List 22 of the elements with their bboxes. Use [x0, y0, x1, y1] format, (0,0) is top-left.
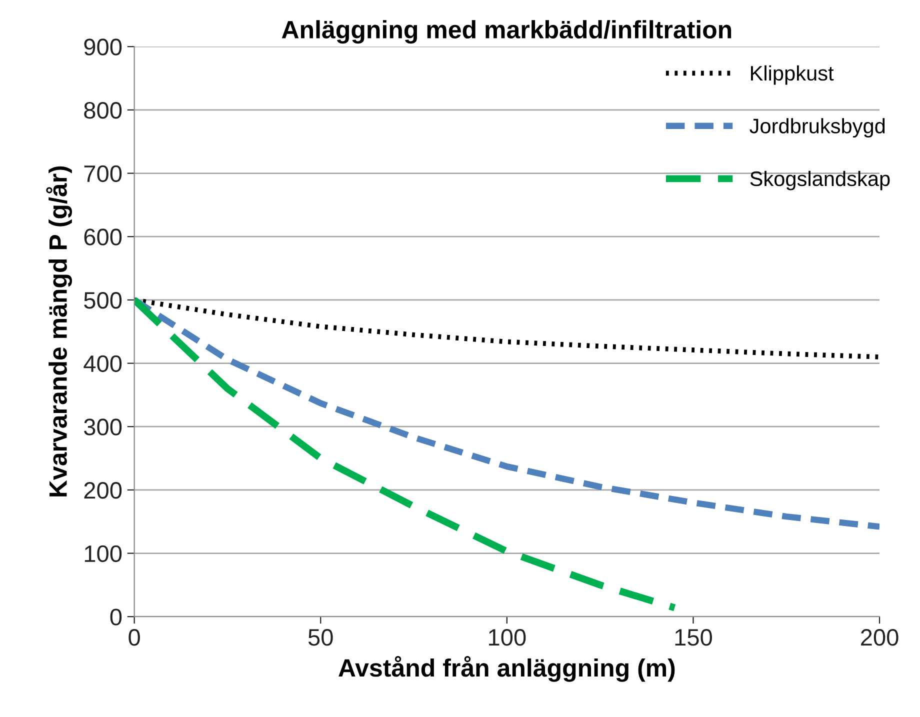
- y-tick-label: 200: [84, 482, 122, 499]
- legend-label: Skogslandskap: [750, 170, 890, 190]
- y-tick-label: 100: [84, 545, 122, 562]
- y-tick-label: 900: [84, 38, 122, 56]
- y-tick-label: 600: [84, 228, 122, 246]
- legend-label: Klippkust: [751, 65, 834, 85]
- x-tick-label: 100: [489, 629, 526, 646]
- x-axis-title: Avstånd från anläggning (m): [338, 656, 675, 682]
- y-tick-label: 400: [84, 355, 122, 372]
- chart-title: Anläggning med markbädd/infiltration: [282, 20, 732, 44]
- line-series: [134, 298, 880, 360]
- y-tick-label: 800: [84, 102, 122, 119]
- x-tick-label: 50: [308, 629, 333, 646]
- x-tick-label: 0: [128, 629, 140, 646]
- y-tick-label: 700: [84, 165, 122, 182]
- x-tick-label: 150: [675, 629, 712, 646]
- y-tick-label: 0: [110, 608, 122, 626]
- y-tick-label: 500: [84, 292, 122, 309]
- y-axis-title: Kvarvarande mängd P (g/år): [46, 166, 72, 496]
- x-tick-label: 200: [861, 629, 898, 646]
- y-tick-label: 300: [84, 418, 122, 436]
- legend-label: Jordbruksbygd: [750, 118, 885, 138]
